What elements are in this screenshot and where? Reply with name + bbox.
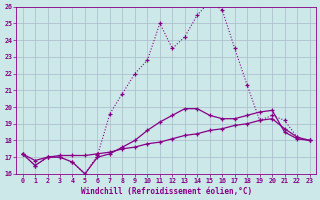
X-axis label: Windchill (Refroidissement éolien,°C): Windchill (Refroidissement éolien,°C) xyxy=(81,187,252,196)
